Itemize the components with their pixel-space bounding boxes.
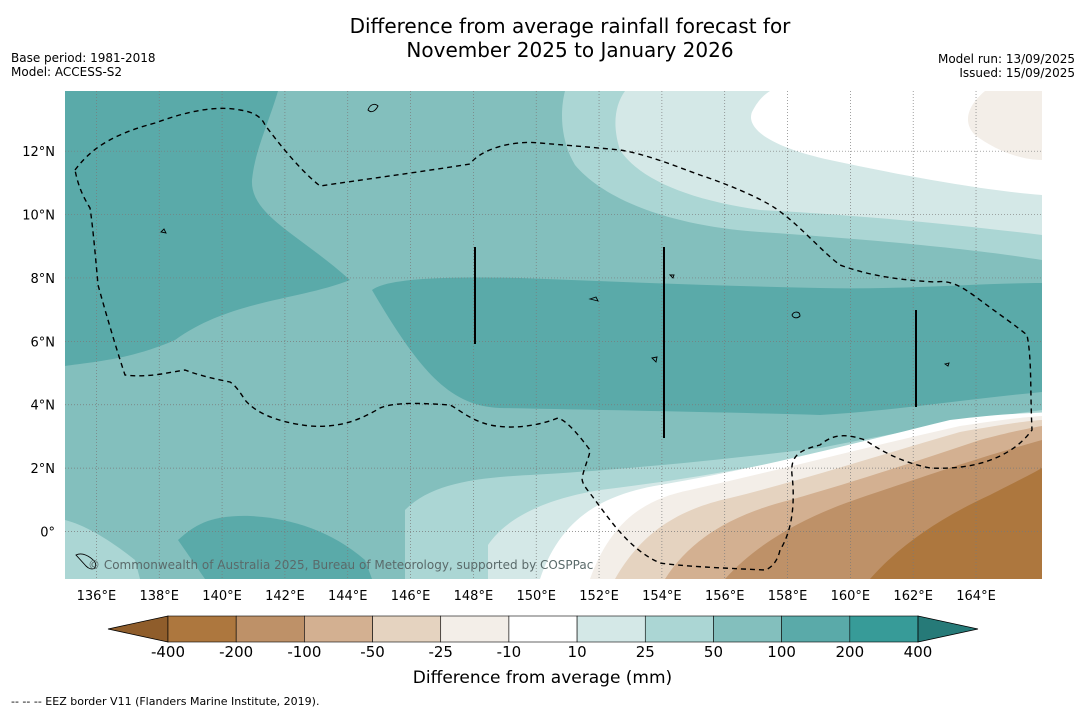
contour-field — [65, 91, 1042, 579]
longitude-tick-label: 144°E — [328, 589, 368, 604]
band-dry-north — [967, 91, 1042, 160]
copyright-note: © Commonwealth of Australia 2025, Bureau… — [88, 558, 594, 572]
longitude-tick-label: 150°E — [516, 589, 556, 604]
run-info: Model run: 13/09/2025 Issued: 15/09/2025 — [938, 52, 1075, 80]
eez-footnote: -- -- -- EEZ border V11 (Flanders Marine… — [11, 695, 320, 708]
graticule — [65, 91, 1042, 579]
longitude-tick-label: 146°E — [391, 589, 431, 604]
base-period: Base period: 1981-2018 — [11, 51, 156, 65]
colorbar-segment — [440, 615, 510, 643]
colorbar-segment — [167, 615, 237, 643]
longitude-tick-label: 152°E — [579, 589, 619, 604]
colorbar-tick-label: -10 — [496, 643, 522, 661]
latitude-tick-label: 4°N — [31, 399, 56, 414]
longitude-tick-label: 160°E — [831, 589, 871, 604]
longitude-axis: 136°E 138°E 140°E 142°E 144°E 146°E 148°E 150°E… — [77, 589, 996, 604]
model-run: Model run: 13/09/2025 — [937, 52, 1075, 66]
latitude-tick-label: 8°N — [31, 272, 56, 287]
colorbar — [107, 615, 979, 643]
colorbar-segment — [849, 615, 919, 643]
colorbar-tick-label: -25 — [428, 643, 453, 661]
colorbar-segment — [235, 615, 305, 643]
map-title: Difference from average rainfall forecas… — [270, 14, 870, 62]
colorbar-tick-label: 10 — [567, 643, 587, 661]
colorbar-extend-high — [917, 615, 979, 643]
issued-date: Issued: 15/09/2025 — [959, 66, 1075, 80]
colorbar-tick-label: 400 — [903, 643, 933, 661]
colorbar-extend-low — [107, 615, 169, 643]
band-100-200-central — [372, 277, 1042, 415]
colorbar-segment — [713, 615, 782, 643]
band-25-50-southwest — [65, 520, 140, 579]
latitude-tick-label: 12°N — [22, 145, 55, 160]
colorbar-segment — [372, 615, 442, 643]
latitude-tick-label: 2°N — [31, 462, 56, 477]
colorbar-title: Difference from average (mm) — [412, 668, 673, 688]
band-100-200-west — [65, 91, 350, 366]
colorbar-segment — [644, 615, 714, 643]
colorbar-tick-label: -200 — [219, 643, 254, 661]
colorbar-tick-label: -50 — [360, 643, 385, 661]
colorbar-segment — [781, 615, 851, 643]
colorbar-tick-label: 100 — [767, 643, 796, 661]
eez-border-icon — [74, 107, 1033, 571]
longitude-tick-label: 154°E — [642, 589, 682, 604]
colorbar-tick-label: 25 — [635, 643, 655, 661]
colorbar-tick-label: 50 — [703, 643, 723, 661]
latitude-tick-label: 6°N — [31, 335, 56, 350]
colorbar-tick-label: -400 — [150, 643, 186, 661]
longitude-tick-label: 142°E — [265, 589, 305, 604]
model-name: Model: ACCESS-S2 — [11, 65, 123, 79]
latitude-tick-label: 0° — [40, 525, 55, 540]
longitude-tick-label: 156°E — [705, 589, 745, 604]
latitude-axis: 12°N 10°N 8°N 6°N 4°N 2°N 0° — [22, 145, 55, 540]
base-info: Base period: 1981-2018 Model: ACCESS-S2 — [11, 51, 156, 79]
band-dry-200-400 — [870, 468, 1042, 579]
longitude-tick-label: 140°E — [202, 589, 242, 604]
colorbar-tick-label: 200 — [835, 643, 865, 661]
coastline-icon — [75, 103, 950, 570]
title-line-1: Difference from average rainfall forecas… — [349, 14, 791, 38]
colorbar-segment — [508, 615, 578, 643]
band-100-200-south — [178, 515, 372, 579]
colorbar-segment — [304, 615, 373, 643]
longitude-tick-label: 158°E — [768, 589, 808, 604]
latitude-tick-label: 10°N — [22, 209, 55, 224]
colorbar-segment — [576, 615, 646, 643]
longitude-tick-label: 138°E — [139, 589, 179, 604]
longitude-tick-label: 136°E — [77, 589, 117, 604]
longitude-tick-label: 164°E — [956, 589, 996, 604]
longitude-tick-label: 162°E — [893, 589, 933, 604]
title-line-2: November 2025 to January 2026 — [406, 38, 734, 62]
colorbar-tick-label: -100 — [287, 643, 322, 661]
longitude-tick-label: 148°E — [454, 589, 494, 604]
